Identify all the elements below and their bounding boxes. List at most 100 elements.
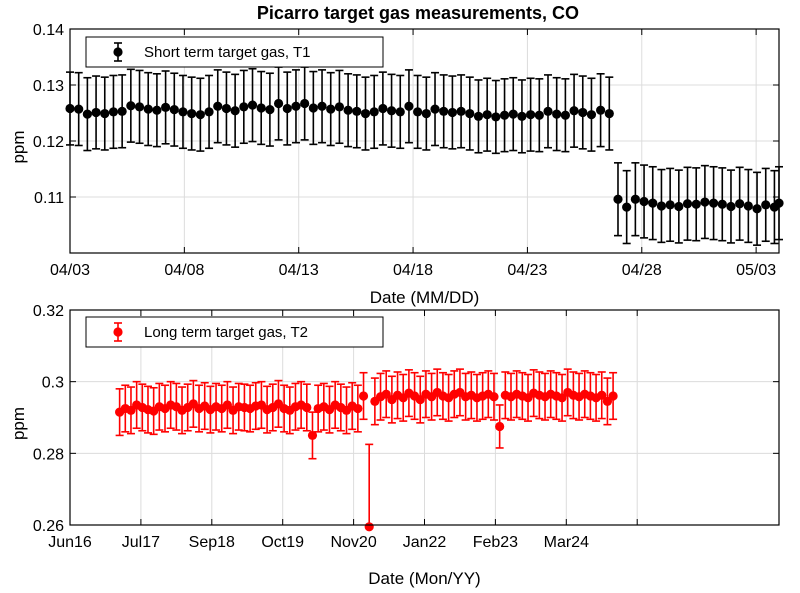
marker	[187, 108, 197, 119]
marker	[161, 102, 171, 112]
x-tick-label: 04/23	[507, 262, 547, 279]
data-point	[552, 76, 562, 152]
tick-labels: Jun16 Jul17 Sep18 Oct19 Nov20 Jan22 Feb23 Mar24…	[33, 303, 779, 551]
data-point	[700, 164, 710, 240]
marker	[543, 106, 553, 116]
data-point	[439, 74, 449, 149]
marker	[630, 194, 640, 204]
data-point	[534, 78, 544, 153]
data-point	[291, 69, 301, 144]
marker	[100, 108, 110, 119]
data-point	[752, 171, 762, 246]
data-point	[560, 78, 570, 153]
data-point	[586, 77, 597, 152]
marker	[456, 106, 466, 116]
data-point	[117, 74, 127, 149]
marker	[239, 102, 249, 112]
x-axis-label: Date (MM/DD)	[370, 288, 480, 307]
data-point	[578, 75, 588, 150]
marker	[364, 522, 374, 532]
marker	[221, 103, 232, 114]
data-point	[665, 167, 675, 243]
data-point	[265, 72, 275, 147]
marker	[273, 98, 284, 109]
data-point	[143, 71, 153, 147]
data-point	[91, 75, 101, 150]
marker	[578, 107, 588, 118]
data-point	[195, 77, 205, 152]
data-point	[74, 71, 84, 147]
data-point	[126, 68, 136, 143]
marker	[134, 102, 145, 112]
marker	[302, 402, 312, 413]
marker	[608, 391, 618, 401]
data-point	[656, 168, 667, 244]
legend-dot	[113, 327, 123, 337]
marker	[439, 106, 449, 116]
data-point	[508, 76, 518, 152]
data-point	[761, 167, 771, 243]
marker	[317, 101, 327, 111]
data-point	[187, 76, 197, 151]
data-point	[82, 76, 92, 152]
y-axis-label: ppm	[9, 407, 28, 440]
y-tick-label: 0.28	[33, 446, 64, 463]
data-point	[178, 74, 188, 150]
data-point	[726, 169, 736, 244]
x-tick-label: Sep18	[189, 534, 235, 551]
marker	[717, 199, 727, 209]
marker	[604, 108, 614, 119]
data-point	[375, 372, 386, 421]
marker	[91, 107, 101, 118]
y-tick-label: 0.11	[34, 190, 64, 207]
marker	[447, 107, 458, 118]
data-point	[447, 75, 458, 150]
y-tick-label: 0.12	[33, 134, 64, 151]
data-point	[491, 79, 501, 155]
legend-marker	[113, 322, 123, 342]
data-point	[169, 72, 179, 147]
data-point	[296, 380, 306, 430]
data-point	[682, 166, 693, 241]
marker	[743, 201, 753, 211]
data-point	[543, 74, 553, 149]
marker	[256, 103, 266, 113]
data-point	[213, 69, 223, 144]
data-point	[499, 78, 510, 153]
data-point	[413, 74, 423, 150]
data-point	[691, 167, 701, 242]
marker	[395, 107, 405, 117]
data-point	[204, 74, 214, 150]
data-point	[743, 168, 753, 244]
marker	[499, 110, 510, 120]
marker	[108, 107, 119, 117]
legend-dot	[113, 47, 123, 57]
marker	[752, 204, 762, 214]
legend-entry: Long term target gas, T2	[144, 324, 308, 341]
legend-entry: Short term target gas, T1	[144, 44, 310, 61]
marker	[126, 101, 136, 111]
marker	[682, 199, 693, 209]
data-point	[200, 381, 210, 431]
marker	[552, 109, 562, 119]
marker	[265, 105, 275, 115]
data-point	[597, 371, 607, 420]
data-point	[557, 373, 567, 422]
x-tick-label: 04/18	[393, 262, 433, 279]
data-point	[154, 382, 164, 431]
data-point	[613, 162, 623, 237]
marker	[560, 110, 570, 120]
marker	[352, 106, 362, 116]
marker	[639, 196, 649, 207]
marker	[143, 104, 153, 114]
data-point	[353, 384, 363, 433]
marker	[674, 201, 684, 212]
data-point	[526, 77, 536, 152]
y-tick-label: 0.14	[33, 22, 64, 39]
x-tick-label: Feb23	[473, 534, 518, 551]
data-point	[369, 74, 379, 150]
data-point	[360, 76, 371, 151]
data-point	[465, 76, 475, 151]
data-point	[608, 371, 618, 421]
x-tick-label: Jul17	[122, 534, 160, 551]
